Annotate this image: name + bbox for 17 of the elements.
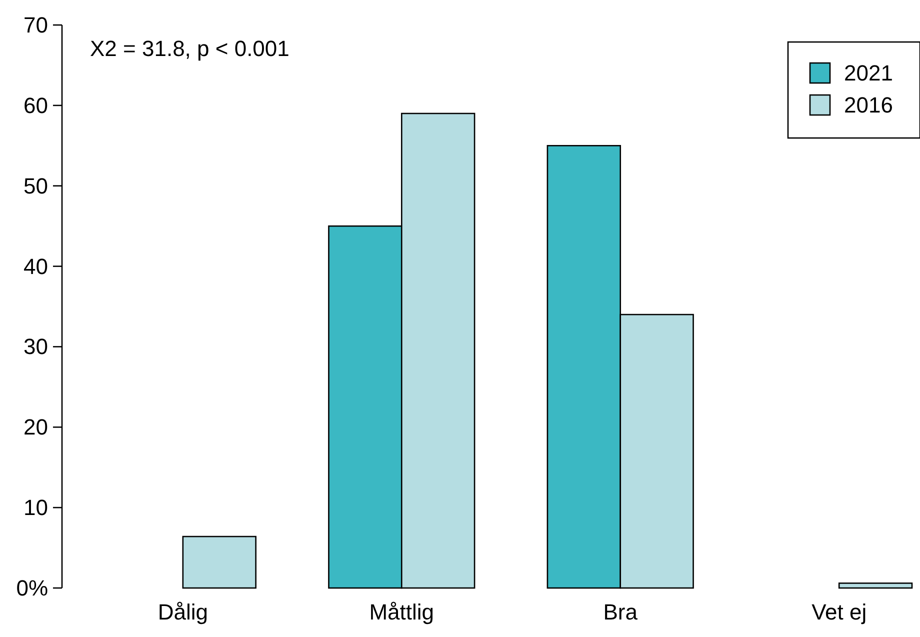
x-tick-label: Vet ej [812,600,867,624]
legend-label: 2021 [844,60,893,86]
legend-label: 2016 [844,92,893,118]
x-tick-label: Måttlig [369,600,434,624]
y-tick-label: 30 [24,334,48,360]
y-tick-label: 40 [24,254,48,279]
y-tick-label: 10 [24,495,48,520]
bar [182,536,256,589]
y-tick-label: 0% [16,576,48,600]
x-tick-label: Bra [603,600,638,624]
y-tick-label: 70 [24,12,48,38]
x-tick-label: Dålig [158,600,208,624]
annotation: X2 = 31.8, p < 0.001 [90,36,290,61]
bar [838,582,913,589]
y-tick-label: 20 [24,414,48,440]
y-tick-label: 50 [24,173,48,198]
y-tick-label: 60 [24,92,48,118]
